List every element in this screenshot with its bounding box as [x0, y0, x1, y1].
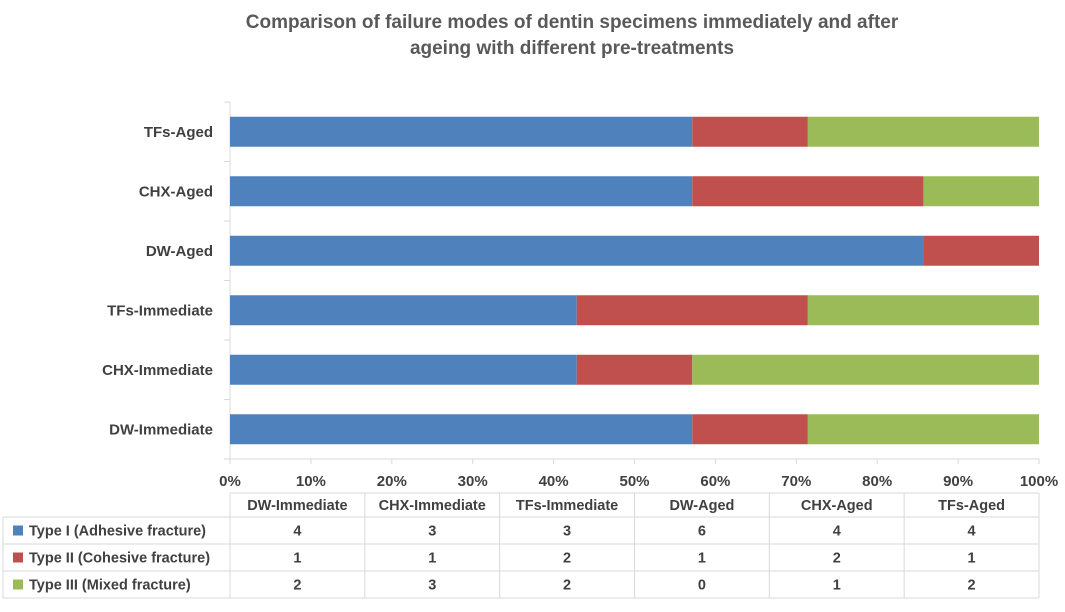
table-value-cell: 2: [563, 578, 571, 594]
bar-segment-dw-immediate-type-1: [230, 414, 693, 445]
table-header-cell: TFs-Immediate: [516, 498, 618, 514]
bar-segment-chx-immediate-type-3: [692, 354, 1039, 385]
table-header-cell: CHX-Immediate: [379, 498, 486, 514]
x-tick-label: 20%: [377, 473, 407, 490]
category-label: TFs-Immediate: [107, 302, 213, 319]
legend-label: Type I (Adhesive fracture): [29, 524, 206, 540]
bar-segment-dw-immediate-type-3: [807, 414, 1039, 445]
category-label: CHX-Aged: [139, 183, 213, 200]
x-tick-label: 100%: [1020, 473, 1058, 490]
table-value-cell: 0: [698, 578, 706, 594]
category-label: CHX-Immediate: [102, 362, 213, 379]
bar-segment-tfs-aged-type-1: [230, 116, 693, 147]
table-value-cell: 2: [293, 578, 301, 594]
table-value-cell: 1: [293, 551, 301, 567]
table-value-cell: 3: [428, 524, 436, 540]
category-label: TFs-Aged: [144, 124, 213, 141]
bar-segment-chx-aged-type-2: [692, 176, 924, 207]
x-tick-label: 0%: [219, 473, 241, 490]
legend-swatch-type-1: [13, 525, 23, 536]
x-tick-label: 30%: [458, 473, 488, 490]
category-label: DW-Aged: [146, 243, 213, 260]
bar-segment-dw-aged-type-1: [230, 235, 924, 266]
bar-segment-tfs-immediate-type-3: [807, 295, 1039, 326]
category-labels: DW-Immediate CHX-Immediate TFs-Immediate DW…: [102, 124, 213, 439]
table-header-cell: DW-Aged: [669, 498, 734, 514]
x-tick-label: 70%: [781, 473, 811, 490]
table-header-cell: DW-Immediate: [247, 498, 347, 514]
table-header-cell: TFs-Aged: [938, 498, 1005, 514]
chart-axes: [224, 101, 1040, 464]
x-tick-label: 90%: [943, 473, 973, 490]
legend-swatch-type-3: [13, 579, 23, 590]
bar-segment-chx-aged-type-3: [923, 176, 1039, 207]
bar-segment-tfs-aged-type-2: [692, 116, 808, 147]
table-value-cell: 4: [293, 524, 301, 540]
bar-segment-chx-aged-type-1: [230, 176, 693, 207]
x-axis-tick-labels: 0% 10% 20% 30% 40% 50% 60% 70% 80% 90% 100%: [219, 473, 1058, 490]
chart-title-line-1: Comparison of failure modes of dentin sp…: [246, 12, 899, 33]
bar-segment-tfs-immediate-type-1: [230, 295, 577, 326]
chart-title-line-2: ageing with different pre-treatments: [410, 38, 734, 59]
table-value-cell: 2: [563, 551, 571, 567]
legend-swatch-type-2: [13, 552, 23, 563]
table-value-cell: 4: [968, 524, 976, 540]
table-value-cell: 2: [968, 578, 976, 594]
legend-label: Type III (Mixed fracture): [29, 578, 191, 594]
table-value-cell: 1: [833, 578, 841, 594]
table-value-cell: 1: [968, 551, 976, 567]
x-tick-label: 40%: [539, 473, 569, 490]
x-tick-label: 10%: [296, 473, 326, 490]
x-tick-label: 80%: [862, 473, 892, 490]
table-header-cell: CHX-Aged: [801, 498, 873, 514]
bar-segment-dw-aged-type-2: [923, 235, 1039, 266]
bar-segment-chx-immediate-type-2: [576, 354, 693, 385]
table-value-cell: 1: [698, 551, 706, 567]
bar-segment-tfs-aged-type-3: [807, 116, 1039, 147]
bar-segment-tfs-immediate-type-2: [576, 295, 808, 326]
table-value-cell: 3: [428, 578, 436, 594]
chart-bars: [230, 116, 1039, 445]
table-value-cell: 4: [833, 524, 841, 540]
table-value-cell: 6: [698, 524, 706, 540]
table-value-cell: 1: [428, 551, 436, 567]
bar-segment-dw-immediate-type-2: [692, 414, 808, 445]
legend-label: Type II (Cohesive fracture): [29, 551, 210, 567]
data-table: DW-Immediate CHX-Immediate TFs-Immediate DW…: [2, 492, 1040, 599]
x-tick-label: 50%: [619, 473, 649, 490]
x-tick-label: 60%: [700, 473, 730, 490]
table-value-cell: 2: [833, 551, 841, 567]
bar-segment-chx-immediate-type-1: [230, 354, 577, 385]
category-label: DW-Immediate: [109, 421, 213, 438]
table-value-cell: 3: [563, 524, 571, 540]
